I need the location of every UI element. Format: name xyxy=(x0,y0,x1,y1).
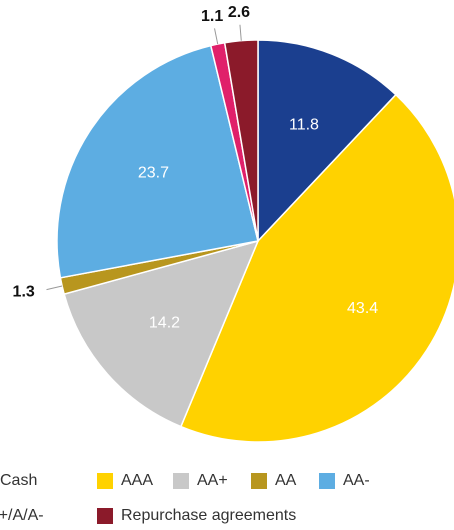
leader-line xyxy=(214,28,219,45)
leader-line xyxy=(46,285,63,291)
pie-slice xyxy=(257,39,397,243)
pie-slice xyxy=(56,44,259,279)
slice-label: 1.1 xyxy=(201,8,223,25)
legend-label: Cash xyxy=(0,472,37,489)
legend-label: Repurchase agreements xyxy=(121,507,296,524)
legend-label: AA- xyxy=(343,472,370,489)
slice-label: 43.4 xyxy=(347,300,378,317)
slice-label: 23.7 xyxy=(138,164,169,181)
slice-label: 14.2 xyxy=(149,315,180,332)
legend-label: AA+ xyxy=(197,472,228,489)
pie-slice xyxy=(179,93,454,443)
legend-label: AAA xyxy=(121,472,153,489)
slice-label: 1.3 xyxy=(13,283,35,300)
slice-label: 11.8 xyxy=(289,116,319,133)
legend-label: AA xyxy=(275,472,297,489)
legend-swatch xyxy=(251,473,267,489)
legend-swatch xyxy=(97,508,113,524)
legend-swatch xyxy=(97,473,113,489)
pie-slice xyxy=(63,239,260,428)
legend-label: A+/A/A- xyxy=(0,507,44,524)
legend-swatch xyxy=(173,473,189,489)
legend-swatch xyxy=(319,473,335,489)
slice-label: 2.6 xyxy=(228,4,250,21)
leader-line xyxy=(239,24,242,41)
pie-slice xyxy=(223,39,259,242)
